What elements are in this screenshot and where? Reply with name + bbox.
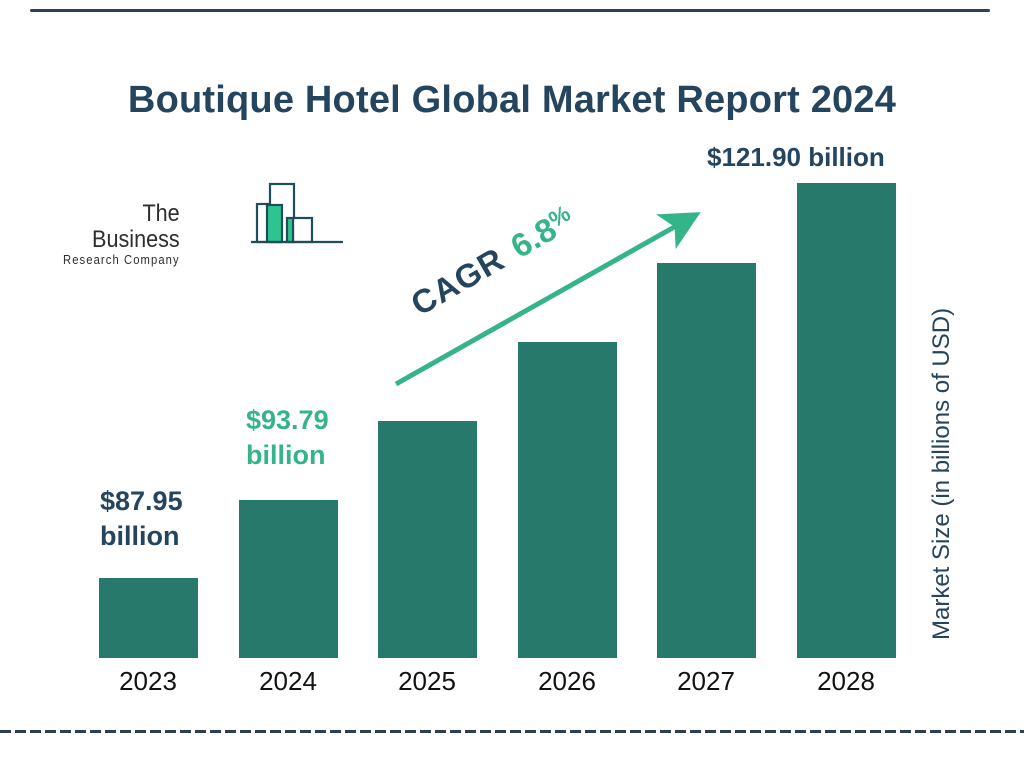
company-name: The Business	[92, 200, 180, 253]
top-divider-line	[30, 9, 990, 12]
cagr-trend-arrow	[394, 212, 701, 387]
x-tick-2025: 2025	[398, 666, 456, 696]
value-label-2024: $93.79 billion	[246, 403, 329, 473]
x-tick-2027: 2027	[677, 666, 735, 696]
bar-2028	[797, 183, 896, 658]
bar-2024	[239, 500, 338, 658]
bottom-dashed-divider	[0, 730, 1024, 733]
value-label-2023-unit: billion	[100, 521, 180, 551]
value-label-2024-unit: billion	[246, 440, 326, 470]
company-logo: The Business Research Company	[60, 181, 343, 267]
page-title: Boutique Hotel Global Market Report 2024	[127, 79, 897, 122]
bar-2026	[518, 342, 617, 658]
bar-2027	[657, 263, 756, 658]
x-tick-2028: 2028	[817, 666, 875, 696]
x-tick-2023: 2023	[119, 666, 177, 696]
y-axis-label: Market Size (in billions of USD)	[928, 307, 955, 641]
value-label-2023: $87.95 billion	[100, 484, 183, 554]
bar-chart-logo-icon	[251, 182, 343, 244]
x-tick-2024: 2024	[259, 666, 317, 696]
company-subname: Research Company	[62, 253, 180, 267]
bar-2023	[99, 578, 198, 658]
value-label-2024-amount: $93.79	[246, 405, 329, 435]
value-label-2028: $121.90 billion	[707, 142, 885, 172]
value-label-2023-amount: $87.95	[100, 486, 183, 516]
x-tick-2026: 2026	[538, 666, 596, 696]
company-logo-text: The Business Research Company	[60, 200, 180, 268]
bar-2025	[378, 421, 477, 658]
